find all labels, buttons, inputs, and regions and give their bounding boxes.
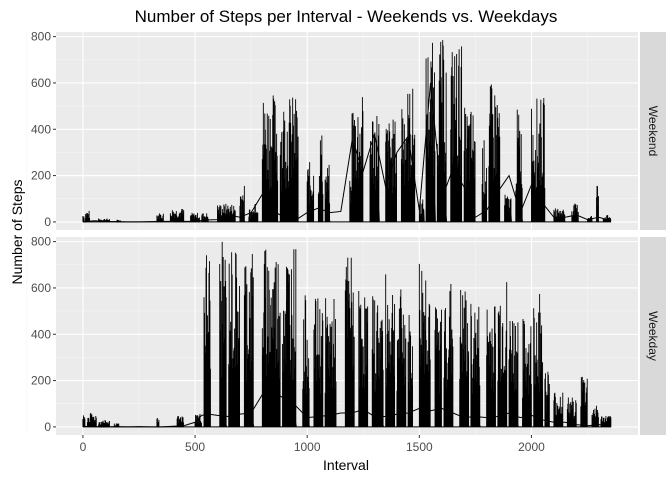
- y-tick-label: 200: [31, 374, 51, 388]
- chart-title: Number of Steps per Interval - Weekends …: [135, 7, 558, 26]
- x-tick-label: 2000: [518, 440, 545, 454]
- spike-lines: [82, 40, 612, 223]
- x-tick-label: 0: [80, 440, 87, 454]
- panel-weekend: 0 200 400 600 800 Weekend: [26, 30, 666, 230]
- series-line: [82, 82, 612, 223]
- x-tick-label: 1000: [294, 440, 321, 454]
- y-tick-label: 400: [31, 122, 51, 136]
- x-axis-label: Interval: [323, 457, 369, 473]
- y-tick-label: 0: [44, 420, 51, 434]
- series-line: [82, 383, 612, 428]
- y-tick-label: 400: [31, 327, 51, 341]
- panel-data: [82, 40, 612, 223]
- y-tick-label: 600: [31, 76, 51, 90]
- panel-weekday: 0 200 400 600 800 Weekday: [26, 235, 666, 435]
- panel-background: [56, 32, 638, 230]
- y-tick-label: 800: [31, 235, 51, 249]
- y-axis-label: Number of Steps: [9, 179, 25, 284]
- y-tick-label: 600: [31, 281, 51, 295]
- x-tick-label: 500: [185, 440, 205, 454]
- x-axis: 0 500 1000 1500 2000: [80, 435, 545, 454]
- panels-group: 0 200 400 600 800 Weekend 0 200 400 600 800 Weekday: [26, 30, 666, 435]
- facet-strip-label: Weekday: [646, 311, 660, 361]
- y-tick-label: 0: [44, 215, 51, 229]
- facet-strip: [640, 32, 666, 230]
- x-tick-label: 1500: [406, 440, 433, 454]
- y-tick-label: 800: [31, 30, 51, 44]
- facet-strip-label: Weekend: [646, 106, 660, 156]
- panel-data: [82, 241, 612, 428]
- y-tick-label: 200: [31, 169, 51, 183]
- facet-strip: [640, 237, 666, 435]
